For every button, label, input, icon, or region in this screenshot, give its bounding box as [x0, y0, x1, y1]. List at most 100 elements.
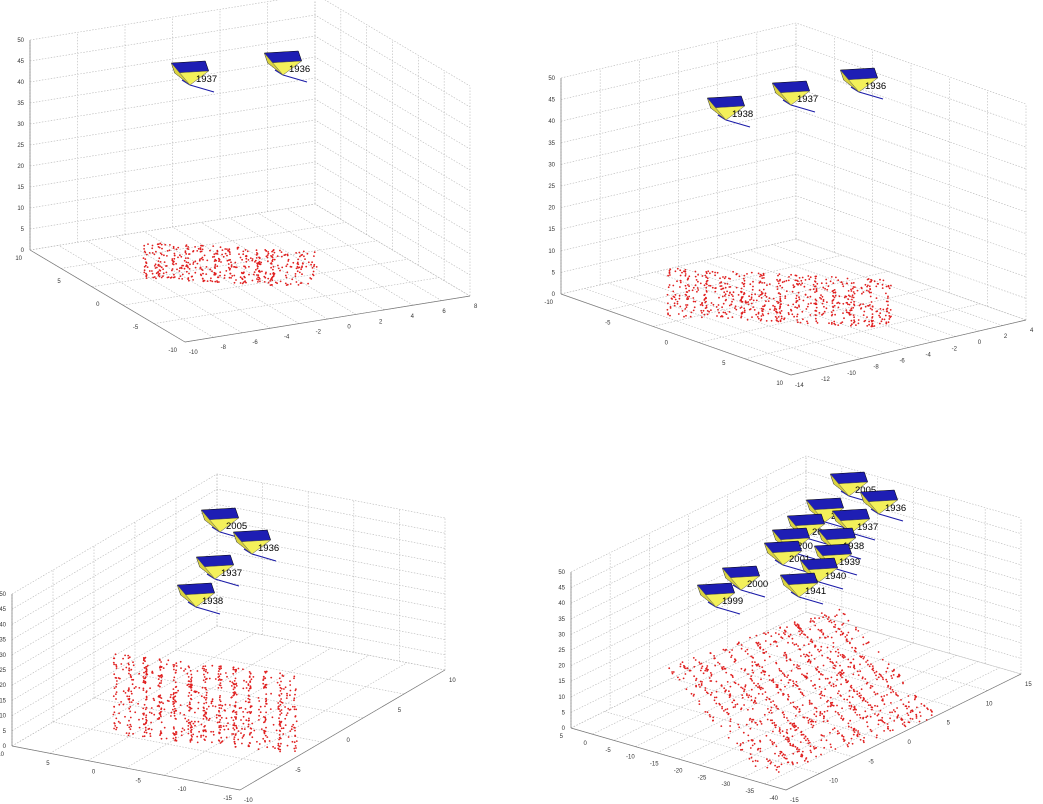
- data-point: [869, 281, 871, 283]
- data-point: [866, 316, 868, 318]
- data-point: [770, 319, 773, 322]
- y-tick-label: -5: [133, 325, 139, 331]
- data-point: [160, 266, 163, 269]
- data-point: [799, 633, 801, 636]
- data-point: [832, 683, 835, 686]
- data-point: [773, 704, 776, 706]
- data-point: [800, 279, 803, 282]
- data-point: [851, 742, 854, 745]
- point-cloud: [668, 608, 933, 773]
- data-point: [821, 302, 824, 305]
- data-point: [293, 705, 296, 708]
- data-point: [125, 732, 128, 734]
- data-point: [231, 733, 234, 735]
- data-point: [278, 717, 280, 720]
- data-point: [765, 698, 768, 701]
- data-point: [264, 720, 266, 723]
- data-point: [796, 685, 799, 687]
- data-point: [159, 730, 162, 732]
- data-point: [685, 287, 687, 290]
- data-point: [145, 673, 148, 676]
- data-point: [211, 664, 214, 667]
- data-point: [811, 726, 814, 729]
- data-point: [224, 703, 227, 706]
- camera-marker: 1936: [839, 67, 886, 100]
- data-point: [806, 636, 809, 638]
- data-point: [897, 695, 899, 697]
- data-point: [289, 680, 291, 682]
- grid-line: [560, 195, 1027, 278]
- scatter-3d-plot-3: 051015202530354045501050-5-10-15-10-5051…: [0, 473, 456, 804]
- data-point: [260, 261, 263, 264]
- data-point: [819, 697, 822, 699]
- y-axis-line: [560, 293, 792, 376]
- data-point: [798, 296, 800, 299]
- data-point: [877, 723, 880, 726]
- camera-label: 1938: [843, 541, 864, 552]
- data-point: [832, 295, 835, 298]
- data-point: [221, 253, 224, 256]
- data-point: [242, 668, 244, 671]
- x-tick-label: 0: [347, 738, 351, 744]
- data-point: [257, 697, 260, 699]
- data-point: [190, 734, 193, 737]
- data-point: [210, 730, 213, 733]
- data-point: [766, 284, 768, 287]
- data-point: [683, 665, 686, 668]
- data-point: [197, 720, 200, 723]
- data-point: [291, 725, 293, 728]
- data-point: [143, 703, 146, 706]
- data-point: [160, 680, 163, 682]
- data-point: [189, 706, 192, 709]
- data-point: [159, 242, 162, 245]
- data-point: [888, 318, 891, 320]
- data-point: [830, 702, 832, 705]
- data-point: [191, 726, 193, 728]
- data-point: [882, 279, 885, 282]
- data-point: [881, 287, 884, 289]
- data-point: [115, 728, 117, 731]
- data-point: [232, 668, 235, 671]
- data-point: [729, 720, 732, 723]
- data-point: [178, 277, 181, 280]
- data-point: [870, 278, 872, 281]
- data-point: [184, 717, 187, 720]
- data-point: [871, 313, 874, 315]
- data-point: [838, 302, 841, 305]
- data-point: [728, 294, 730, 297]
- data-point: [142, 712, 145, 715]
- data-point: [174, 699, 176, 702]
- data-point: [873, 671, 876, 674]
- data-point: [233, 736, 236, 738]
- data-point: [776, 686, 779, 689]
- data-point: [709, 272, 711, 275]
- data-point: [280, 742, 282, 745]
- data-point: [766, 766, 769, 769]
- data-point: [172, 708, 174, 711]
- data-point: [259, 711, 262, 714]
- data-point: [676, 280, 678, 283]
- data-point: [780, 751, 783, 754]
- data-point: [165, 663, 168, 666]
- data-point: [119, 722, 121, 724]
- data-point: [836, 678, 838, 681]
- data-point: [876, 692, 879, 695]
- data-point: [709, 652, 712, 655]
- data-point: [868, 291, 871, 294]
- data-point: [849, 707, 852, 710]
- data-point: [218, 740, 221, 742]
- data-point: [808, 701, 811, 703]
- data-point: [749, 753, 752, 755]
- data-point: [181, 278, 184, 280]
- data-point: [158, 717, 161, 720]
- data-point: [774, 640, 776, 642]
- data-point: [190, 707, 193, 710]
- data-point: [202, 679, 205, 682]
- data-point: [890, 675, 893, 677]
- data-point: [885, 300, 888, 303]
- data-point: [197, 701, 200, 704]
- data-point: [124, 715, 126, 718]
- grid-line: [52, 721, 282, 767]
- data-point: [794, 715, 797, 717]
- data-point: [734, 682, 737, 685]
